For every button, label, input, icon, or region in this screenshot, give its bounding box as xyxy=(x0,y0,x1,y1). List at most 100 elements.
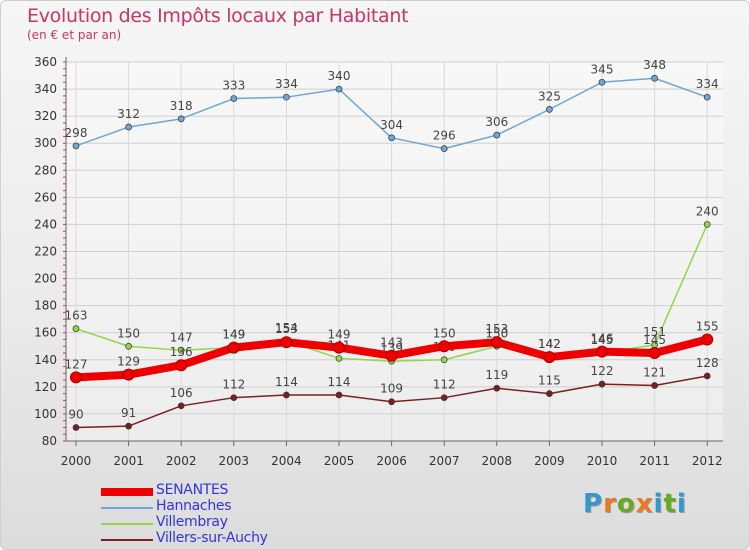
data-point-hannaches xyxy=(703,93,711,101)
data-point-villers-sur-auchy xyxy=(177,402,185,410)
data-point-senantes xyxy=(122,368,135,381)
x-tick-label: 2004 xyxy=(271,454,302,468)
data-label-senantes: 129 xyxy=(117,355,140,369)
y-tick-label: 140 xyxy=(34,353,57,367)
data-label-villers-sur-auchy: 112 xyxy=(433,378,456,392)
x-tick-label: 2010 xyxy=(587,454,618,468)
data-label-hannaches: 298 xyxy=(65,126,88,140)
y-tick-label: 240 xyxy=(34,217,57,231)
data-point-villers-sur-auchy xyxy=(546,390,553,397)
x-tick-label: 2005 xyxy=(324,454,355,468)
data-label-villembray: 142 xyxy=(538,337,561,351)
x-tick-label: 2006 xyxy=(376,454,407,468)
y-tick-label: 320 xyxy=(34,109,57,123)
data-point-villembray xyxy=(440,356,448,364)
data-point-villers-sur-auchy xyxy=(283,391,290,399)
data-label-villembray: 145 xyxy=(591,333,614,347)
x-tick-label: 2007 xyxy=(429,454,460,468)
data-label-senantes: 136 xyxy=(170,345,193,359)
data-label-villembray: 147 xyxy=(170,330,193,344)
data-point-villers-sur-auchy xyxy=(72,424,80,431)
data-point-senantes xyxy=(227,341,240,354)
legend-label-hannaches: Hannaches xyxy=(156,498,232,514)
y-tick-label: 80 xyxy=(42,434,57,448)
data-point-hannaches xyxy=(388,134,395,142)
logo-letter: o xyxy=(616,489,636,519)
data-point-villembray xyxy=(703,221,711,228)
data-label-hannaches: 348 xyxy=(643,58,666,72)
data-label-villers-sur-auchy: 128 xyxy=(696,356,719,370)
data-point-senantes xyxy=(596,345,608,358)
data-point-hannaches xyxy=(546,106,553,113)
data-label-senantes: 153 xyxy=(275,322,298,336)
data-label-senantes: 150 xyxy=(433,326,456,340)
x-tick-label: 2008 xyxy=(482,454,513,468)
data-label-villers-sur-auchy: 121 xyxy=(643,366,666,380)
y-tick-label: 340 xyxy=(34,82,57,96)
data-point-senantes xyxy=(175,359,188,372)
data-label-villembray: 151 xyxy=(643,325,666,339)
data-point-villers-sur-auchy xyxy=(651,382,658,389)
legend-swatch-villembray xyxy=(101,523,153,525)
data-label-hannaches: 296 xyxy=(433,129,456,143)
data-point-senantes xyxy=(438,340,451,353)
data-point-villembray xyxy=(335,355,343,362)
chart-title: Evolution des Impôts locaux par Habitant xyxy=(27,5,409,27)
legend-swatch-villers xyxy=(101,539,153,541)
chart-subtitle: (en € et par an) xyxy=(27,28,122,42)
data-point-senantes xyxy=(701,333,714,346)
data-label-villers-sur-auchy: 109 xyxy=(380,382,403,396)
y-tick-label: 100 xyxy=(34,407,57,421)
y-tick-label: 300 xyxy=(34,136,57,150)
data-label-villers-sur-auchy: 115 xyxy=(538,374,561,388)
logo-letter: P xyxy=(583,489,604,519)
logo-letter: i xyxy=(676,489,687,519)
data-label-villers-sur-auchy: 91 xyxy=(121,406,136,420)
data-point-villers-sur-auchy xyxy=(493,384,501,392)
data-label-senantes: 146 xyxy=(591,332,614,346)
data-label-villers-sur-auchy: 112 xyxy=(222,378,245,392)
data-point-hannaches xyxy=(335,85,343,93)
data-label-hannaches: 304 xyxy=(380,118,403,132)
data-label-hannaches: 325 xyxy=(538,89,561,103)
x-tick-label: 2000 xyxy=(61,454,92,468)
data-point-hannaches xyxy=(493,131,501,139)
legend-swatch-senantes xyxy=(101,488,153,496)
data-label-senantes: 145 xyxy=(643,333,666,347)
data-label-senantes: 143 xyxy=(380,336,403,350)
data-label-villembray: 163 xyxy=(65,309,88,323)
data-point-villers-sur-auchy xyxy=(335,391,343,399)
proxiti-logo: Proxiti xyxy=(583,489,687,519)
data-label-senantes: 149 xyxy=(328,328,351,342)
data-label-villers-sur-auchy: 119 xyxy=(485,368,508,382)
y-tick-label: 220 xyxy=(34,245,57,259)
data-label-villembray: 149 xyxy=(222,328,245,342)
logo-letter: i xyxy=(653,489,664,519)
logo-letter: r xyxy=(603,489,617,519)
data-label-villembray: 150 xyxy=(485,326,508,340)
x-tick-label: 2002 xyxy=(166,454,197,468)
data-point-hannaches xyxy=(440,145,448,152)
data-point-villers-sur-auchy xyxy=(598,380,606,388)
data-label-villembray: 150 xyxy=(117,326,140,340)
logo-letter: x xyxy=(635,489,654,519)
logo-letter: t xyxy=(663,489,677,519)
data-point-hannaches xyxy=(283,93,290,101)
data-label-senantes: 155 xyxy=(696,319,719,333)
x-tick-label: 2001 xyxy=(113,454,144,468)
data-point-senantes xyxy=(385,349,398,362)
y-tick-label: 280 xyxy=(34,163,57,177)
data-point-senantes xyxy=(490,336,503,349)
data-point-hannaches xyxy=(651,74,658,82)
data-point-hannaches xyxy=(598,78,606,86)
x-tick-label: 2009 xyxy=(534,454,565,468)
data-point-hannaches xyxy=(125,123,132,131)
data-label-villembray: 240 xyxy=(696,204,719,218)
data-point-villers-sur-auchy xyxy=(230,394,238,402)
data-label-hannaches: 345 xyxy=(591,62,614,76)
legend-label-senantes: SENANTES xyxy=(156,482,229,498)
data-label-villers-sur-auchy: 90 xyxy=(68,407,83,421)
data-label-hannaches: 333 xyxy=(222,79,245,93)
x-tick-label: 2012 xyxy=(692,454,723,468)
